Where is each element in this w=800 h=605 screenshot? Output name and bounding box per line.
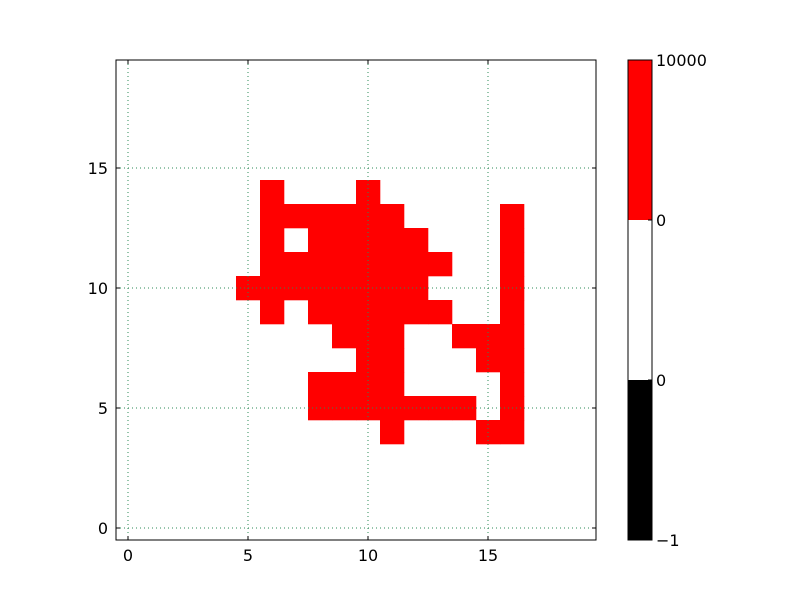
heatmap-cell (308, 228, 333, 253)
heatmap-cell (332, 204, 357, 229)
heatmap-cell (308, 204, 333, 229)
y-tick-label: 10 (88, 279, 108, 298)
heatmap-cell (500, 228, 525, 253)
heatmap-cell (404, 300, 429, 325)
heatmap-cell (428, 300, 453, 325)
heatmap-cell (260, 300, 285, 325)
colorbar-tick-label: −1 (656, 531, 680, 550)
heatmap-cell (260, 252, 285, 277)
heatmap-cell (380, 348, 405, 373)
heatmap-cell (332, 228, 357, 253)
x-axis-ticks: 0 5 10 15 (123, 60, 498, 565)
heatmap-cell (380, 300, 405, 325)
heatmap-cell (500, 252, 525, 277)
heatmap-cell (500, 204, 525, 229)
heatmap-cell (428, 252, 453, 277)
y-tick-label: 5 (98, 399, 108, 418)
colorbar: −1 0 0 10000 (627, 51, 707, 550)
x-tick-label: 10 (358, 546, 378, 565)
heatmap-cell (500, 420, 525, 445)
heatmap-cell (260, 204, 285, 229)
heatmap-cell (308, 300, 333, 325)
heatmap-cell (284, 204, 309, 229)
heatmap-cell (332, 372, 357, 397)
x-tick-label: 5 (243, 546, 253, 565)
plot-area-frame (115, 59, 597, 541)
colorbar-tick-label: 0 (656, 211, 666, 230)
heatmap-cell (500, 300, 525, 325)
heatmap-cell (284, 252, 309, 277)
heatmap-cell (380, 372, 405, 397)
heatmap-cell (380, 252, 405, 277)
colorbar-segment (628, 220, 652, 380)
colorbar-tick-label: 10000 (656, 51, 707, 70)
heatmap-cell (332, 300, 357, 325)
y-axis-ticks: 0 5 10 15 (88, 159, 596, 538)
heatmap-cell (308, 252, 333, 277)
heatmap-cell (260, 180, 285, 205)
y-tick-label: 0 (98, 519, 108, 538)
heatmap-cell (500, 372, 525, 397)
heatmap-cell (500, 324, 525, 349)
heatmap-cell (380, 324, 405, 349)
colorbar-segment (628, 380, 652, 540)
heatmap-cell (332, 324, 357, 349)
y-tick-label: 15 (88, 159, 108, 178)
heatmap-cell (380, 204, 405, 229)
heatmap-cell (308, 372, 333, 397)
x-tick-label: 0 (123, 546, 133, 565)
heatmap-cell (380, 420, 405, 445)
colorbar-segment (628, 60, 652, 220)
heatmap-cell (452, 324, 477, 349)
heatmap-cell (380, 228, 405, 253)
heatmap-cell (404, 252, 429, 277)
heatmap-cell (404, 228, 429, 253)
colorbar-tick-label: 0 (656, 371, 666, 390)
x-tick-label: 15 (478, 546, 498, 565)
grid-lines (116, 60, 596, 540)
heatmap-cell (500, 348, 525, 373)
heatmap-cell (332, 252, 357, 277)
colorbar-frame (627, 59, 653, 541)
heatmap-cell (260, 228, 285, 253)
